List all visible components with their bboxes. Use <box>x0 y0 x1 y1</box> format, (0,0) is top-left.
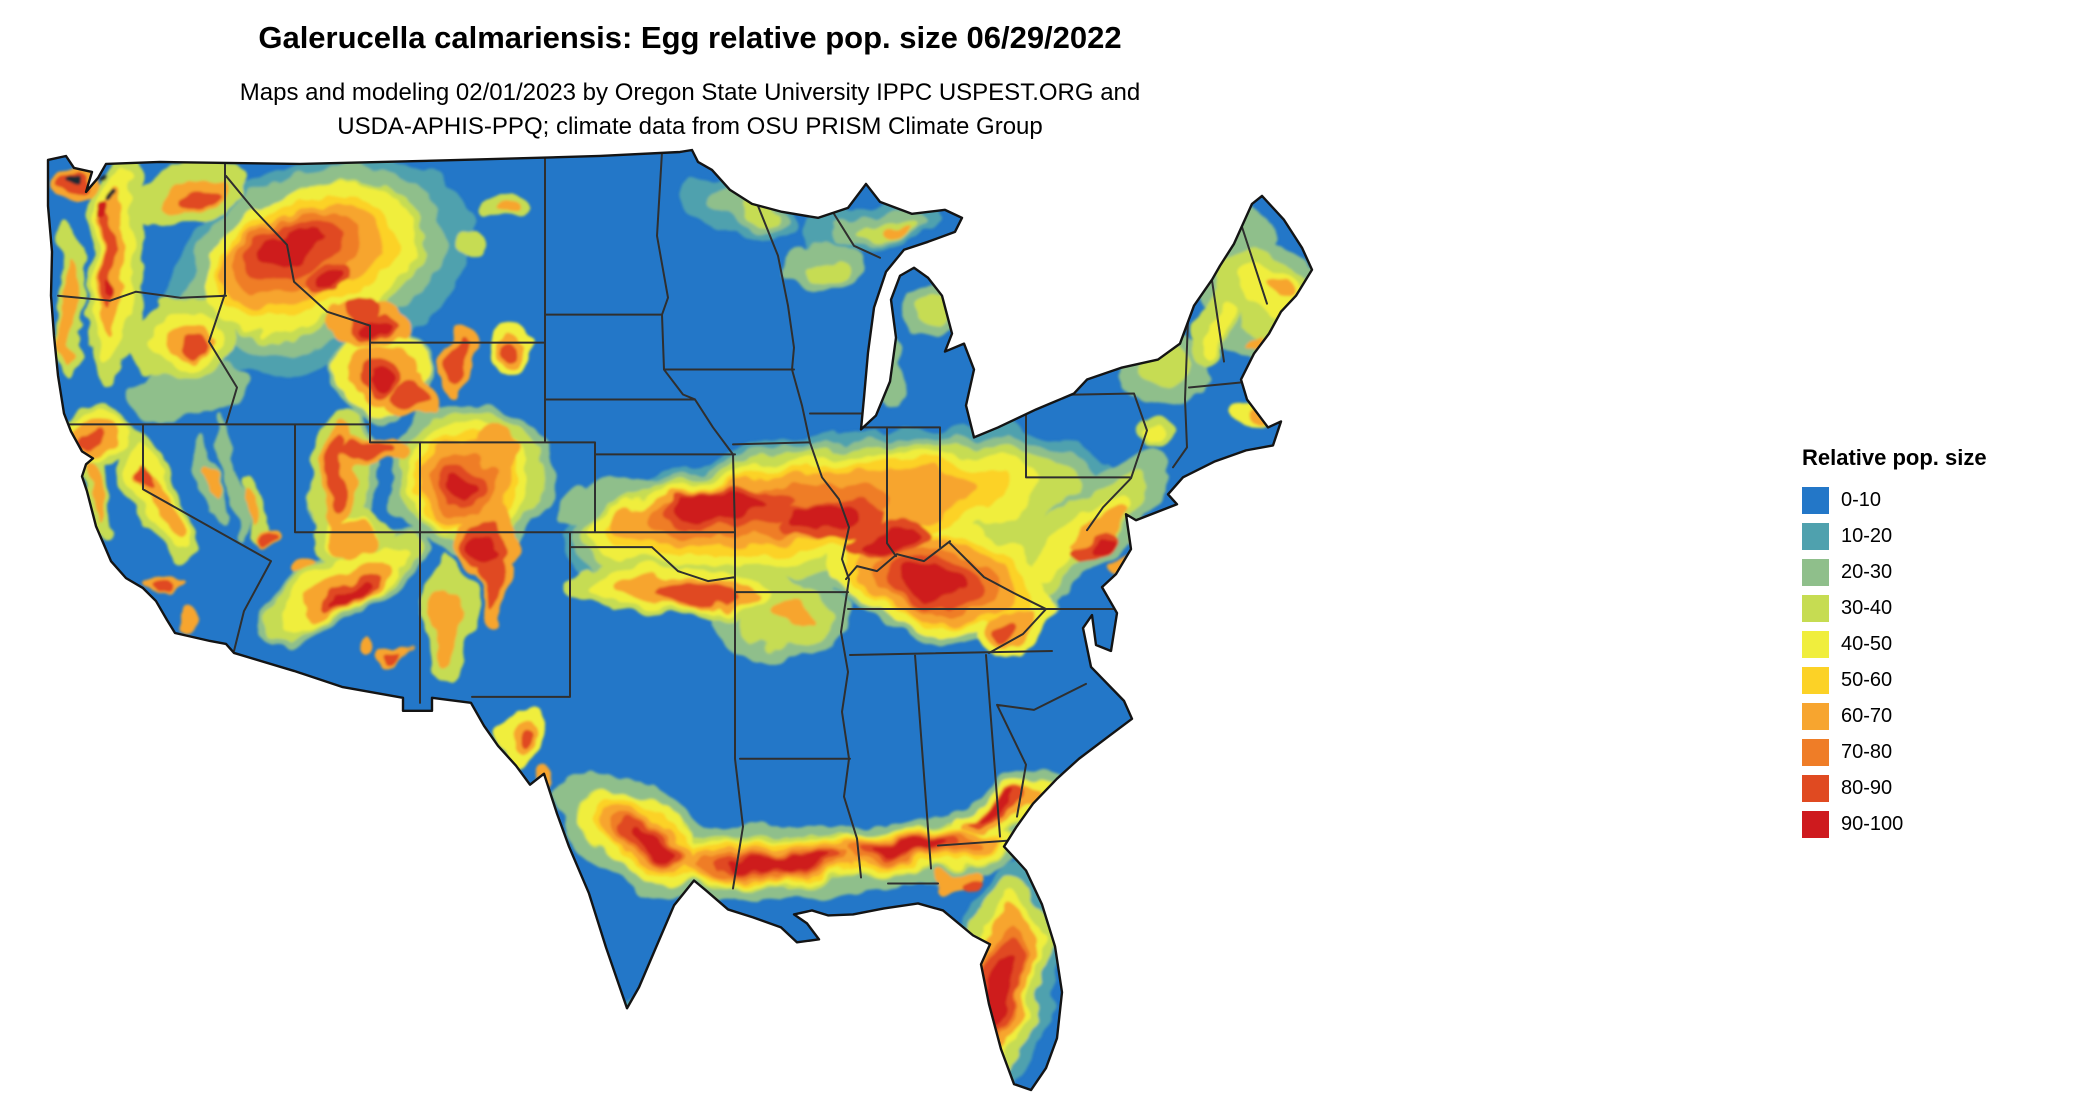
legend-row: 60-70 <box>1802 703 1987 730</box>
legend-swatch-30-40 <box>1802 595 1829 622</box>
legend-row: 80-90 <box>1802 775 1987 802</box>
legend-label-90-100: 90-100 <box>1841 813 1904 835</box>
legend-swatch-50-60 <box>1802 667 1829 694</box>
legend-label-10-20: 10-20 <box>1841 525 1893 547</box>
heat-overlay <box>56 149 1312 1091</box>
legend-title: Relative pop. size <box>1802 445 1987 470</box>
legend-swatch-20-30 <box>1802 559 1829 586</box>
subtitle-line-2: USDA-APHIS-PPQ; climate data from OSU PR… <box>337 112 1043 140</box>
state-borders <box>51 150 1268 890</box>
legend-swatch-80-90 <box>1802 775 1829 802</box>
us-map <box>40 148 1320 1116</box>
legend-label-40-50: 40-50 <box>1841 633 1893 655</box>
legend-swatch-0-10 <box>1802 487 1829 514</box>
legend-row: 40-50 <box>1802 631 1987 658</box>
legend-label-50-60: 50-60 <box>1841 669 1893 691</box>
legend-row: 90-100 <box>1802 811 1987 838</box>
legend-label-30-40: 30-40 <box>1841 597 1893 619</box>
legend-label-60-70: 60-70 <box>1841 705 1893 727</box>
legend-row: 50-60 <box>1802 667 1987 694</box>
subtitle-line-1: Maps and modeling 02/01/2023 by Oregon S… <box>239 79 1141 106</box>
legend-row: 0-10 <box>1802 487 1987 514</box>
legend-label-0-10: 0-10 <box>1841 489 1882 511</box>
legend-row: 10-20 <box>1802 523 1987 550</box>
legend-label-80-90: 80-90 <box>1841 777 1893 799</box>
legend-swatch-90-100 <box>1802 811 1829 838</box>
legend-swatch-60-70 <box>1802 703 1829 730</box>
legend-row: 30-40 <box>1802 595 1987 622</box>
legend: Relative pop. size 0-10 10-20 20-30 30-4… <box>1802 445 1987 847</box>
legend-row: 70-80 <box>1802 739 1987 766</box>
legend-swatch-10-20 <box>1802 523 1829 550</box>
legend-swatch-40-50 <box>1802 631 1829 658</box>
map-raster <box>48 149 1312 1091</box>
map-header: Galerucella calmariensis: Egg relative p… <box>0 20 1380 143</box>
us-map-svg <box>46 148 1314 1092</box>
page-title: Galerucella calmariensis: Egg relative p… <box>258 20 1122 55</box>
legend-swatch-70-80 <box>1802 739 1829 766</box>
legend-label-70-80: 70-80 <box>1841 741 1893 763</box>
legend-label-20-30: 20-30 <box>1841 561 1893 583</box>
legend-row: 20-30 <box>1802 559 1987 586</box>
